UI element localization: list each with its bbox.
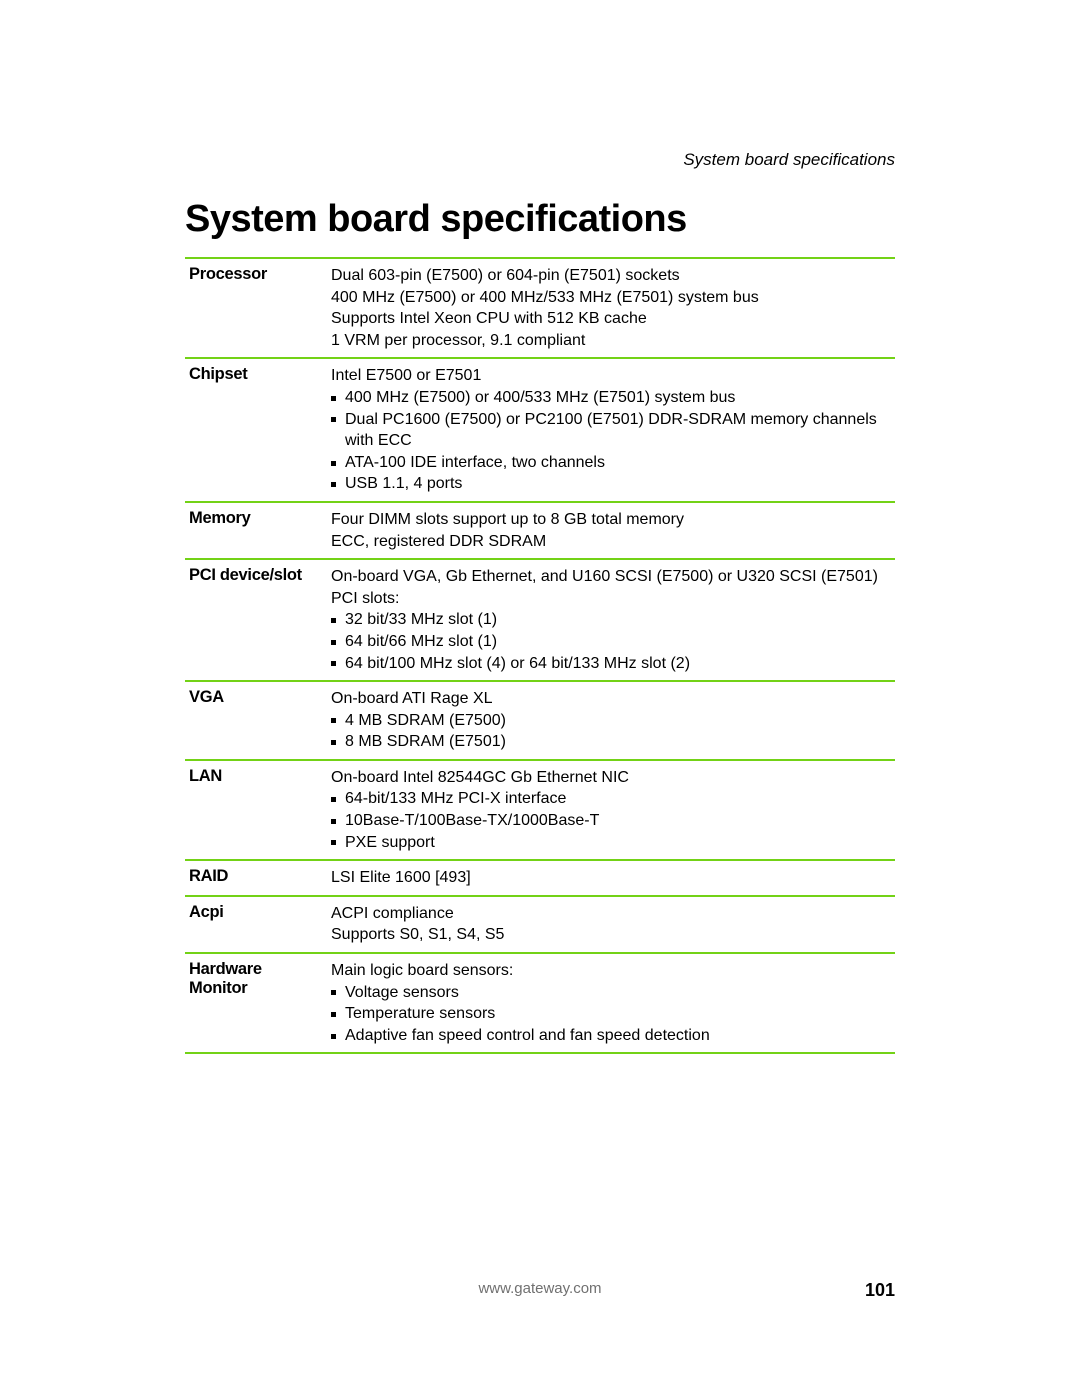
spec-value: Intel E7500 or E7501400 MHz (E7500) or 4… <box>327 358 895 502</box>
spec-value: ACPI complianceSupports S0, S1, S4, S5 <box>327 896 895 953</box>
spec-bullet: ATA-100 IDE interface, two channels <box>331 452 891 474</box>
spec-bullet: 64-bit/133 MHz PCI-X interface <box>331 788 891 810</box>
spec-label: PCI device/slot <box>185 559 327 681</box>
spec-bullet: 10Base-T/100Base-TX/1000Base-T <box>331 810 891 832</box>
spec-label: LAN <box>185 760 327 860</box>
table-row: RAIDLSI Elite 1600 [493] <box>185 860 895 896</box>
spec-label: Hardware Monitor <box>185 953 327 1053</box>
table-row: VGAOn-board ATI Rage XL4 MB SDRAM (E7500… <box>185 681 895 760</box>
spec-value: On-board ATI Rage XL4 MB SDRAM (E7500)8 … <box>327 681 895 760</box>
spec-value: Main logic board sensors:Voltage sensors… <box>327 953 895 1053</box>
spec-line: ACPI compliance <box>331 903 891 925</box>
spec-bullet-list: 64-bit/133 MHz PCI-X interface10Base-T/1… <box>331 788 891 853</box>
spec-bullet-list: 32 bit/33 MHz slot (1)64 bit/66 MHz slot… <box>331 609 891 674</box>
spec-bullet: Voltage sensors <box>331 982 891 1004</box>
spec-line: LSI Elite 1600 [493] <box>331 867 891 889</box>
spec-line: On-board Intel 82544GC Gb Ethernet NIC <box>331 767 891 789</box>
spec-bullet: Adaptive fan speed control and fan speed… <box>331 1025 891 1047</box>
spec-bullet: 400 MHz (E7500) or 400/533 MHz (E7501) s… <box>331 387 891 409</box>
spec-bullet: Dual PC1600 (E7500) or PC2100 (E7501) DD… <box>331 409 891 452</box>
spec-value: Dual 603-pin (E7500) or 604-pin (E7501) … <box>327 258 895 358</box>
spec-line: Main logic board sensors: <box>331 960 891 982</box>
spec-value: Four DIMM slots support up to 8 GB total… <box>327 502 895 559</box>
page-title: System board specifications <box>185 198 895 241</box>
spec-line: Supports Intel Xeon CPU with 512 KB cach… <box>331 308 891 330</box>
table-row: Hardware MonitorMain logic board sensors… <box>185 953 895 1053</box>
spec-label: Chipset <box>185 358 327 502</box>
spec-line: 400 MHz (E7500) or 400 MHz/533 MHz (E750… <box>331 287 891 309</box>
footer-page-number: 101 <box>865 1280 895 1301</box>
table-row: LANOn-board Intel 82544GC Gb Ethernet NI… <box>185 760 895 860</box>
spec-line: Four DIMM slots support up to 8 GB total… <box>331 509 891 531</box>
spec-line: Dual 603-pin (E7500) or 604-pin (E7501) … <box>331 265 891 287</box>
spec-line: PCI slots: <box>331 588 891 610</box>
spec-bullet-list: 4 MB SDRAM (E7500)8 MB SDRAM (E7501) <box>331 710 891 753</box>
spec-label: Processor <box>185 258 327 358</box>
spec-label: RAID <box>185 860 327 896</box>
spec-line: Supports S0, S1, S4, S5 <box>331 924 891 946</box>
spec-bullet-list: Voltage sensorsTemperature sensorsAdapti… <box>331 982 891 1047</box>
spec-bullet: 4 MB SDRAM (E7500) <box>331 710 891 732</box>
spec-line: ECC, registered DDR SDRAM <box>331 531 891 553</box>
spec-bullet-list: 400 MHz (E7500) or 400/533 MHz (E7501) s… <box>331 387 891 495</box>
spec-label: Acpi <box>185 896 327 953</box>
spec-value: On-board VGA, Gb Ethernet, and U160 SCSI… <box>327 559 895 681</box>
table-row: ProcessorDual 603-pin (E7500) or 604-pin… <box>185 258 895 358</box>
spec-value: LSI Elite 1600 [493] <box>327 860 895 896</box>
spec-line: 1 VRM per processor, 9.1 compliant <box>331 330 891 352</box>
table-row: MemoryFour DIMM slots support up to 8 GB… <box>185 502 895 559</box>
table-row: ChipsetIntel E7500 or E7501400 MHz (E750… <box>185 358 895 502</box>
table-row: AcpiACPI complianceSupports S0, S1, S4, … <box>185 896 895 953</box>
spec-value: On-board Intel 82544GC Gb Ethernet NIC64… <box>327 760 895 860</box>
spec-label: VGA <box>185 681 327 760</box>
spec-bullet: 64 bit/66 MHz slot (1) <box>331 631 891 653</box>
spec-bullet: 64 bit/100 MHz slot (4) or 64 bit/133 MH… <box>331 653 891 675</box>
spec-line: Intel E7500 or E7501 <box>331 365 891 387</box>
spec-table: ProcessorDual 603-pin (E7500) or 604-pin… <box>185 257 895 1054</box>
page: System board specifications System board… <box>0 0 1080 1397</box>
spec-bullet: 32 bit/33 MHz slot (1) <box>331 609 891 631</box>
table-row: PCI device/slotOn-board VGA, Gb Ethernet… <box>185 559 895 681</box>
spec-bullet: 8 MB SDRAM (E7501) <box>331 731 891 753</box>
running-header: System board specifications <box>683 150 895 170</box>
spec-line: On-board VGA, Gb Ethernet, and U160 SCSI… <box>331 566 891 588</box>
spec-line: On-board ATI Rage XL <box>331 688 891 710</box>
page-footer: www.gateway.com 101 <box>0 1280 1080 1297</box>
spec-bullet: PXE support <box>331 832 891 854</box>
spec-table-body: ProcessorDual 603-pin (E7500) or 604-pin… <box>185 258 895 1053</box>
footer-url: www.gateway.com <box>478 1280 601 1297</box>
spec-bullet: USB 1.1, 4 ports <box>331 473 891 495</box>
spec-bullet: Temperature sensors <box>331 1003 891 1025</box>
spec-label: Memory <box>185 502 327 559</box>
